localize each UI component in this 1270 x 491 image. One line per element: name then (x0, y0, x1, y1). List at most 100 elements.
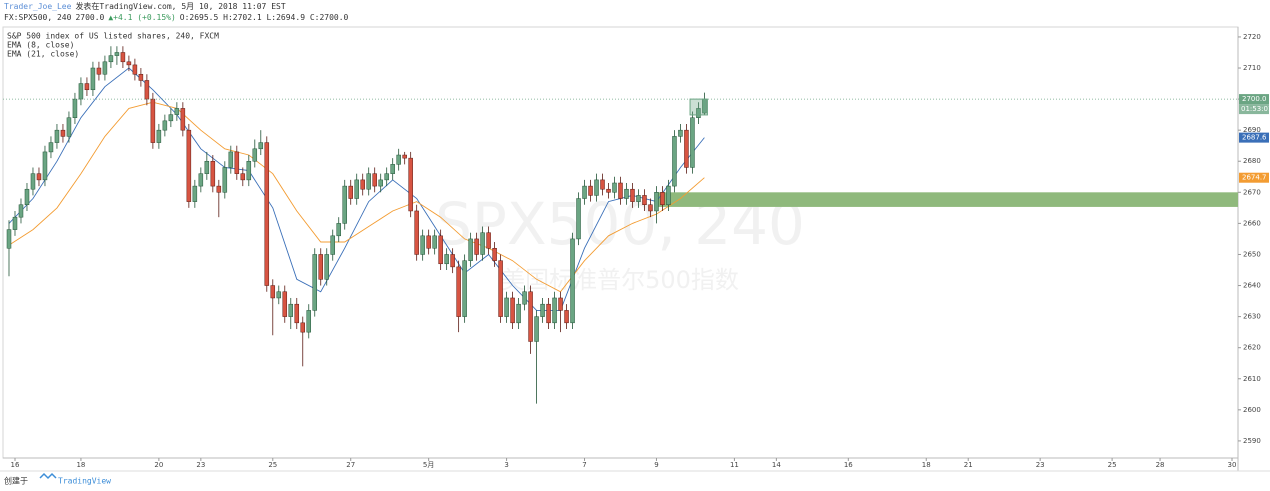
candle-body (654, 192, 659, 212)
candle-body (564, 310, 569, 324)
candle-body (576, 198, 581, 240)
candle-body (606, 188, 611, 193)
candle-body (114, 52, 120, 56)
candle-body (696, 108, 701, 118)
y-tick-label: 2640 (1243, 282, 1261, 290)
plot (6, 46, 1238, 404)
candle-body (408, 157, 413, 212)
ema-price-tag (1239, 132, 1269, 143)
candle-body (42, 151, 48, 181)
candle-body (420, 235, 425, 255)
x-tick-label: 25 (1108, 461, 1117, 469)
candle-body (642, 195, 647, 205)
candle-body (204, 160, 210, 174)
x-tick-label: 27 (346, 461, 355, 469)
candle-body (6, 229, 12, 249)
x-tick-label: 25 (268, 461, 277, 469)
y-tick-label: 2590 (1243, 437, 1261, 445)
candle-body (240, 173, 246, 181)
candle-body (666, 185, 671, 205)
candle-body (366, 173, 371, 190)
candle-body (228, 151, 234, 168)
x-tick-label: 21 (964, 461, 973, 469)
candle-body (498, 260, 503, 317)
legend-ema: EMA (8, close) (7, 41, 74, 50)
candle-body (414, 210, 419, 255)
candle-body (444, 254, 449, 265)
candle-body (282, 291, 288, 317)
candle-body (192, 185, 198, 202)
price-box (689, 98, 708, 116)
candle-body (54, 129, 60, 143)
candle-body (510, 297, 515, 324)
candle-body (336, 223, 341, 237)
candle-body (312, 254, 317, 311)
y-tick-label: 2600 (1243, 406, 1261, 414)
candle-body (426, 235, 431, 249)
candle-body (252, 148, 258, 162)
ohlc: O:2695.5 H:2702.1 L:2694.9 C:2700.0 (180, 13, 349, 22)
y-tick-label: 2620 (1243, 344, 1261, 352)
candle-body (528, 291, 533, 342)
legend-title: S&P 500 index of US listed shares, 240, … (7, 32, 219, 41)
candle-body (294, 303, 300, 324)
x-tick-label: 23 (1036, 461, 1045, 469)
candle-body (186, 129, 192, 202)
candle-body (210, 160, 216, 187)
candle-body (486, 232, 491, 249)
candle-body (324, 254, 329, 280)
x-tick-label: 18 (76, 461, 85, 469)
candle-body (168, 114, 174, 122)
ema-price-label: 2674.7 (1242, 174, 1267, 182)
candle-body (480, 232, 485, 255)
candle-body (234, 151, 240, 174)
support-zone (656, 192, 1238, 207)
candle-body (378, 179, 383, 187)
candle-body (84, 83, 90, 91)
footer-created: 创建于 (4, 476, 28, 486)
candle-body (390, 164, 395, 174)
ema-price-tag (1239, 172, 1269, 183)
candle-body (258, 142, 264, 150)
footer-brand[interactable]: TradingView (58, 477, 111, 486)
candle-body (522, 291, 527, 305)
countdown-label: 01:53:01 (1241, 105, 1270, 113)
candle-body (588, 185, 593, 196)
candle-body (72, 98, 78, 118)
candle-body (198, 173, 204, 187)
candle-body (60, 129, 66, 137)
candle-body (276, 291, 282, 299)
author[interactable]: Trader_Joe_Lee (4, 2, 72, 11)
candle-body (30, 173, 36, 190)
candle-body (138, 73, 144, 81)
x-tick-label: 16 (844, 461, 853, 469)
header-line: Trader_Joe_Lee 发表在TradingView.com, 5月 10,… (4, 1, 286, 11)
candle-body (474, 238, 479, 255)
candle-body (150, 98, 156, 143)
candle-body (438, 235, 443, 265)
candle-body (24, 188, 30, 205)
legend-ema: EMA (21, close) (7, 50, 79, 59)
candle-body (78, 83, 84, 100)
candle-body (492, 247, 497, 261)
candle-body (132, 64, 138, 75)
candle-body (264, 142, 270, 286)
logo-icon (39, 472, 57, 480)
candle-body (690, 117, 695, 168)
x-tick-label: 16 (11, 461, 20, 469)
candle-body (288, 303, 294, 317)
candle-body (456, 266, 461, 317)
candle-body (450, 254, 455, 268)
x-tick-label: 14 (772, 461, 781, 469)
candle-body (108, 55, 114, 63)
ema-price-label: 2687.6 (1242, 134, 1267, 142)
candle-body (162, 120, 168, 131)
y-tick-label: 2630 (1243, 313, 1261, 321)
candle-body (246, 160, 252, 181)
candle-body (12, 216, 18, 230)
candle-body (648, 204, 653, 212)
candle-body (96, 67, 102, 75)
countdown-tag (1239, 104, 1269, 115)
